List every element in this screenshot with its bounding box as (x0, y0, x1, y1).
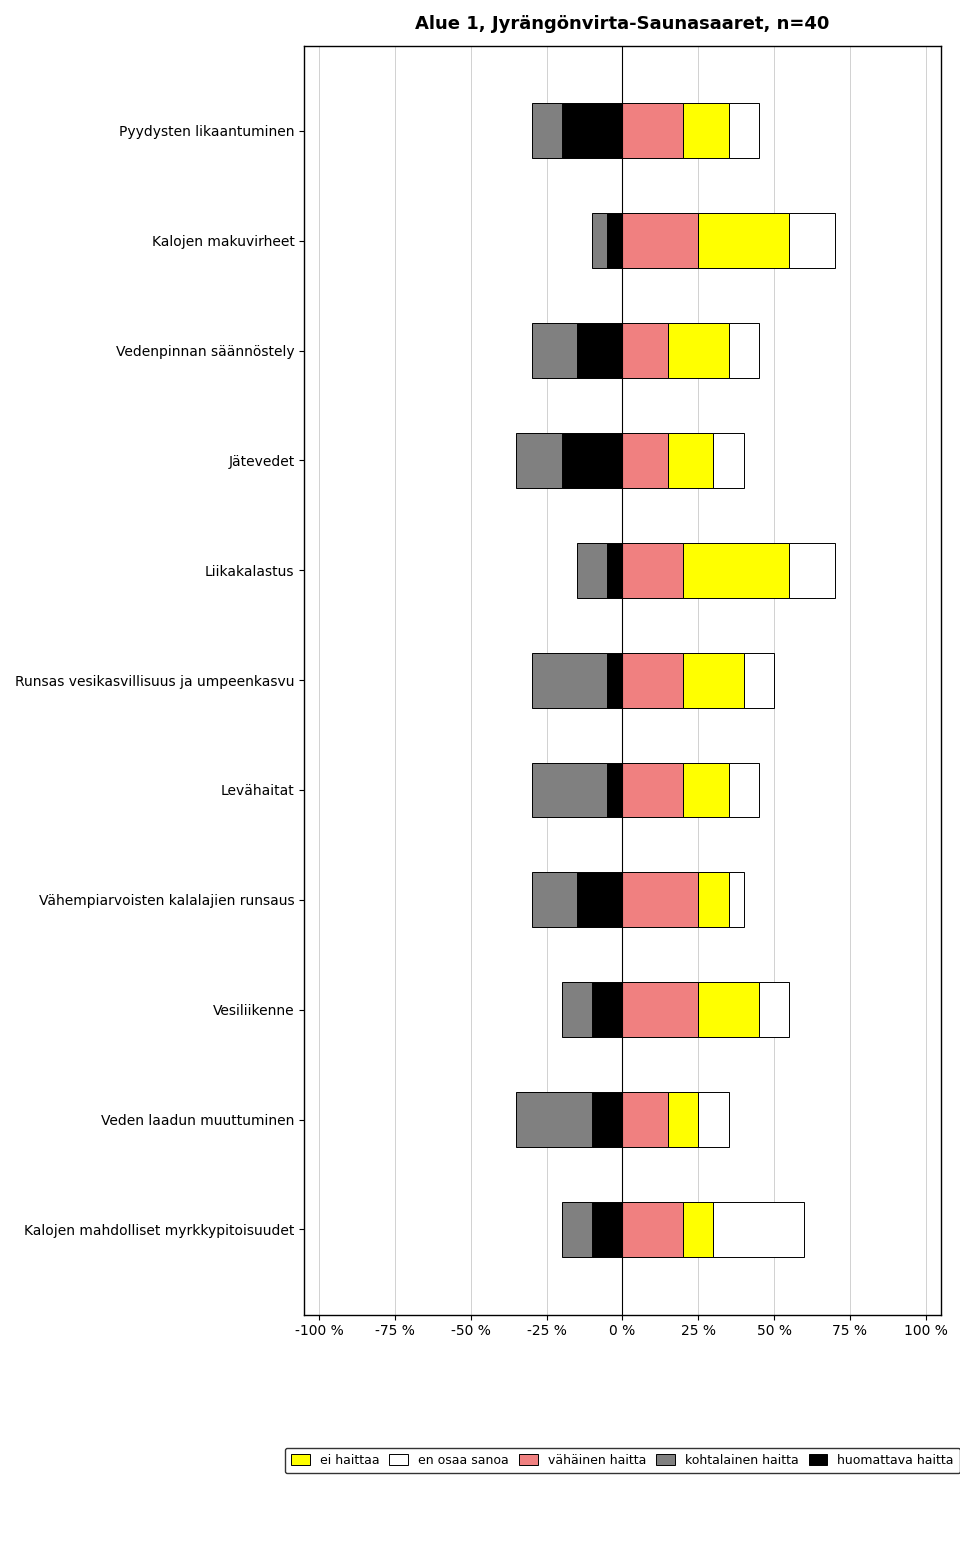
Bar (608, 652, 622, 707)
Bar (668, 322, 729, 378)
Bar (562, 1202, 592, 1256)
Bar (562, 103, 622, 159)
Bar (516, 433, 562, 487)
Bar (562, 433, 622, 487)
Bar (684, 652, 744, 707)
Bar (759, 982, 789, 1037)
Bar (592, 1091, 622, 1148)
Bar (532, 652, 608, 707)
Bar (516, 1091, 592, 1148)
Bar (608, 543, 622, 598)
Bar (622, 982, 698, 1037)
Bar (562, 982, 592, 1037)
Legend: ei haittaa, en osaa sanoa, vähäinen haitta, kohtalainen haitta, huomattava haitt: ei haittaa, en osaa sanoa, vähäinen hait… (285, 1448, 960, 1473)
Bar (592, 1202, 622, 1256)
Bar (622, 433, 668, 487)
Bar (668, 1091, 698, 1148)
Bar (713, 1202, 804, 1256)
Bar (729, 872, 744, 928)
Bar (684, 763, 729, 817)
Bar (729, 322, 759, 378)
Bar (622, 763, 684, 817)
Bar (668, 433, 713, 487)
Bar (698, 872, 729, 928)
Bar (532, 103, 562, 159)
Bar (684, 103, 729, 159)
Bar (592, 982, 622, 1037)
Bar (729, 103, 759, 159)
Bar (684, 1202, 713, 1256)
Bar (577, 322, 622, 378)
Bar (532, 872, 577, 928)
Bar (789, 213, 834, 268)
Bar (729, 763, 759, 817)
Bar (592, 213, 608, 268)
Bar (744, 652, 774, 707)
Bar (532, 763, 608, 817)
Bar (608, 213, 622, 268)
Bar (622, 1202, 684, 1256)
Bar (789, 543, 834, 598)
Bar (608, 763, 622, 817)
Bar (698, 213, 789, 268)
Bar (622, 1091, 668, 1148)
Bar (622, 872, 698, 928)
Bar (698, 1091, 729, 1148)
Bar (577, 872, 622, 928)
Bar (622, 103, 684, 159)
Bar (532, 322, 577, 378)
Bar (622, 322, 668, 378)
Bar (622, 213, 698, 268)
Bar (698, 982, 759, 1037)
Bar (713, 433, 744, 487)
Bar (622, 543, 684, 598)
Title: Alue 1, Jyrängönvirta-Saunasaaret, n=40: Alue 1, Jyrängönvirta-Saunasaaret, n=40 (416, 16, 829, 33)
Bar (577, 543, 608, 598)
Bar (622, 652, 684, 707)
Bar (684, 543, 789, 598)
